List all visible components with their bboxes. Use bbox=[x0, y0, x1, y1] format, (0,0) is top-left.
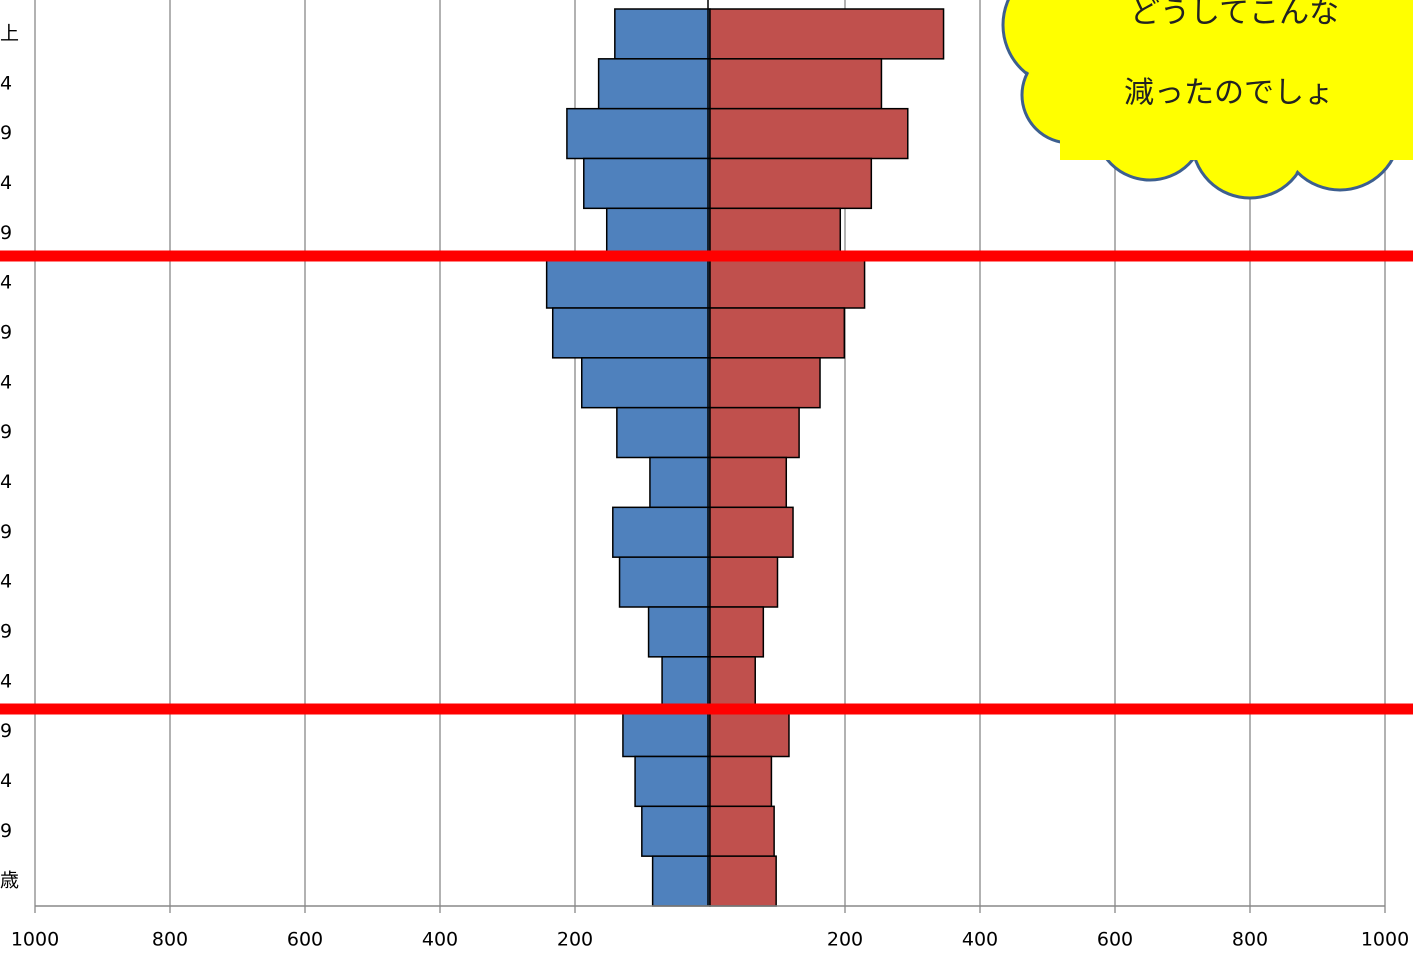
y-tick-label: 9 bbox=[0, 421, 12, 443]
bar bbox=[551, 307, 711, 359]
bar bbox=[709, 207, 842, 259]
y-tick-label: 上 bbox=[0, 22, 19, 44]
y-tick-label: 9 bbox=[0, 720, 12, 742]
y-tick-label: 4 bbox=[0, 272, 12, 294]
bar bbox=[618, 556, 711, 608]
x-tick-label: 200 bbox=[827, 929, 863, 951]
bar bbox=[709, 307, 846, 359]
x-tick-label: 1000 bbox=[1361, 929, 1409, 951]
bar bbox=[709, 107, 909, 160]
bar bbox=[634, 755, 711, 808]
bar bbox=[709, 357, 821, 409]
y-tick-label: 9 bbox=[0, 820, 12, 842]
bar bbox=[709, 157, 873, 210]
bar bbox=[709, 8, 945, 60]
bar bbox=[641, 805, 711, 857]
y-tick-label: 4 bbox=[0, 770, 12, 792]
y-tick-label: 4 bbox=[0, 471, 12, 493]
bar bbox=[709, 606, 765, 658]
bar bbox=[614, 8, 711, 60]
bar bbox=[583, 157, 711, 210]
x-tick-label: 600 bbox=[1097, 929, 1133, 951]
x-tick-label: 200 bbox=[557, 929, 593, 951]
bar bbox=[709, 805, 775, 857]
bar bbox=[709, 406, 800, 459]
x-tick-label: 400 bbox=[962, 929, 998, 951]
callout-fill bbox=[1005, 0, 1413, 196]
bar bbox=[709, 705, 790, 758]
bar bbox=[612, 506, 711, 558]
bar bbox=[651, 855, 711, 907]
x-tick-label: 600 bbox=[287, 929, 323, 951]
bar bbox=[709, 755, 773, 808]
y-tick-label: 9 bbox=[0, 222, 12, 244]
y-tick-label: 9 bbox=[0, 122, 12, 144]
bar bbox=[709, 456, 788, 509]
bar bbox=[709, 506, 794, 558]
annotation: どうしてこんな bbox=[1130, 0, 1339, 31]
annotation: 減ったのでしょ bbox=[1124, 76, 1334, 111]
bar bbox=[709, 58, 883, 110]
bar bbox=[709, 556, 779, 608]
y-tick-label: 4 bbox=[0, 72, 12, 94]
x-tick-label: 400 bbox=[422, 929, 458, 951]
y-tick-label: 4 bbox=[0, 371, 12, 393]
bars bbox=[545, 8, 945, 907]
y-tick-label: 4 bbox=[0, 172, 12, 194]
bar bbox=[661, 656, 711, 708]
y-tick-label: 9 bbox=[0, 321, 12, 343]
bar bbox=[709, 855, 777, 907]
bar bbox=[649, 456, 711, 509]
x-tick-label: 800 bbox=[1232, 929, 1268, 951]
y-tick-label: 歳 bbox=[0, 870, 19, 892]
x-tick-label: 800 bbox=[152, 929, 188, 951]
bar bbox=[709, 656, 756, 708]
y-tick-label: 9 bbox=[0, 521, 12, 543]
y-tick-label: 4 bbox=[0, 571, 12, 593]
bar bbox=[709, 257, 866, 309]
bar bbox=[647, 606, 711, 658]
x-tick-label: 1000 bbox=[11, 929, 59, 951]
y-tick-label: 9 bbox=[0, 620, 12, 642]
bar bbox=[545, 257, 711, 309]
bar bbox=[581, 357, 711, 409]
bar bbox=[597, 58, 711, 110]
bar bbox=[616, 406, 711, 459]
y-tick-label: 4 bbox=[0, 670, 12, 692]
bar bbox=[566, 107, 711, 160]
